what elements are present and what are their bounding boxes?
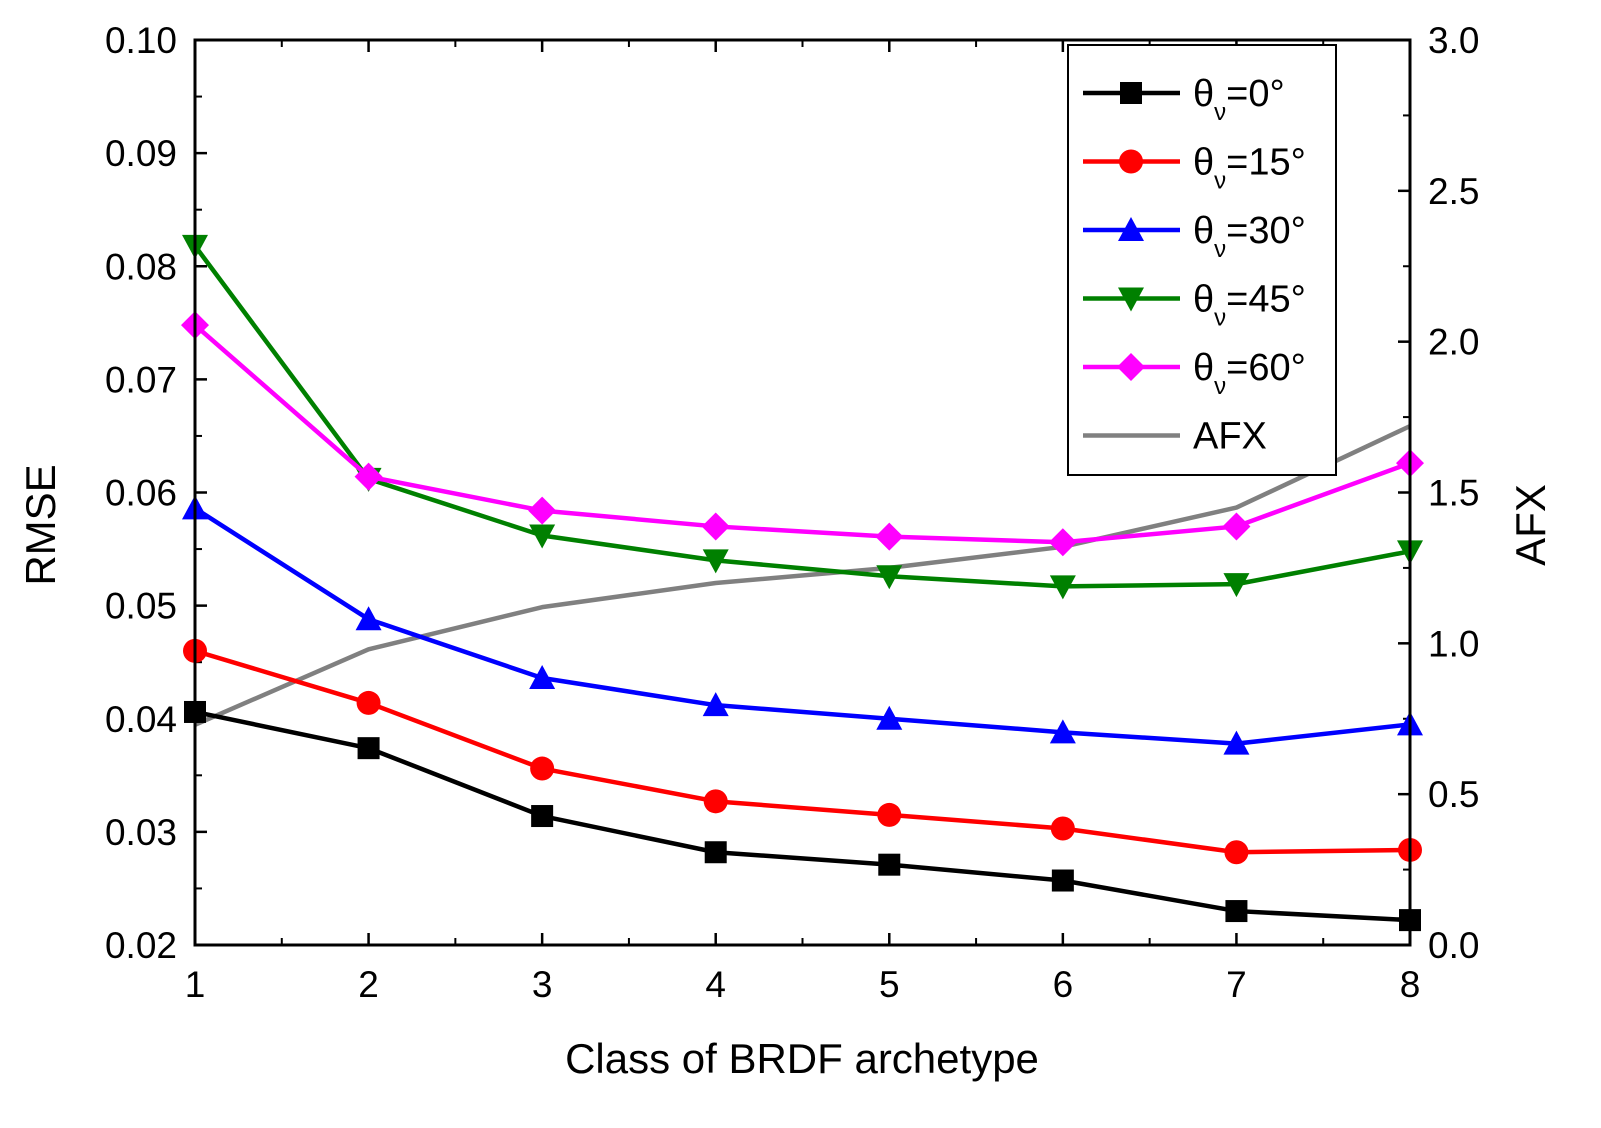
legend-swatch-marker — [1118, 287, 1144, 312]
data-point — [875, 522, 904, 551]
x-tick-label: 7 — [1226, 964, 1247, 1005]
x-tick-label: 6 — [1053, 964, 1074, 1005]
x-tick-label: 2 — [358, 964, 379, 1005]
series-line — [193, 506, 1411, 746]
legend-entry-3: θν=45° — [1083, 279, 1306, 332]
y2-tick-label: 0.5 — [1428, 774, 1479, 815]
y-axis-ticks: 0.02 0.03 0.04 0.05 0.06 0.07 0.08 0.09 0.10 — [105, 20, 207, 966]
series-0 — [184, 700, 1421, 932]
data-point — [357, 737, 380, 760]
y-tick-label: 0.06 — [105, 473, 177, 514]
series-4 — [181, 311, 1424, 557]
x-axis-title: Class of BRDF archetype — [565, 1035, 1039, 1082]
legend-label: θν=15° — [1193, 142, 1306, 195]
data-point — [877, 802, 902, 827]
series-2 — [182, 495, 1423, 755]
y-tick-label: 0.05 — [105, 586, 177, 627]
legend-label: θν=30° — [1193, 210, 1306, 263]
y-tick-label: 0.08 — [105, 246, 177, 287]
series-line — [194, 424, 1411, 727]
y-tick-label: 0.04 — [105, 699, 177, 740]
series-line — [194, 648, 1411, 855]
x-tick-label: 1 — [185, 964, 206, 1005]
legend-entry-1: θν=15° — [1083, 142, 1306, 195]
series-line — [193, 323, 1411, 545]
data-point — [1049, 719, 1076, 744]
series-line — [193, 244, 1411, 589]
legend-box — [1067, 44, 1337, 476]
series-line — [194, 709, 1411, 923]
data-point — [878, 853, 901, 876]
x-tick-label: 5 — [879, 964, 900, 1005]
y-axis-title: RMSE — [17, 464, 64, 585]
data-point — [876, 705, 903, 730]
legend: θν=0° θν=15° θν=30° θν=45° θν=60° AFX — [1067, 44, 1337, 476]
legend-entry-4: θν=60° — [1083, 347, 1306, 400]
y-tick-label: 0.03 — [105, 812, 177, 853]
data-point — [703, 789, 728, 814]
y2-axis-title: AFX — [1507, 484, 1554, 566]
y-tick-label: 0.07 — [105, 359, 177, 400]
data-point — [529, 665, 556, 690]
legend-label: θν=60° — [1193, 347, 1306, 400]
y2-tick-label: 2.0 — [1428, 322, 1479, 363]
x-tick-label: 3 — [532, 964, 553, 1005]
data-point — [529, 524, 556, 549]
data-point — [1051, 869, 1074, 892]
legend-swatch-marker — [1120, 82, 1142, 104]
legend-swatch-marker — [1117, 353, 1145, 381]
legend-entry-0: θν=0° — [1083, 73, 1285, 126]
legend-label: θν=45° — [1193, 279, 1306, 332]
data-point — [356, 690, 381, 715]
data-point — [702, 549, 729, 574]
data-point — [1225, 900, 1248, 923]
y2-tick-label: 0.0 — [1428, 925, 1479, 966]
legend-entry-2: θν=30° — [1083, 210, 1306, 263]
data-point — [1223, 730, 1250, 755]
legend-label: AFX — [1193, 416, 1267, 458]
data-point — [1222, 512, 1251, 541]
y2-tick-label: 3.0 — [1428, 20, 1479, 61]
y2-tick-label: 1.5 — [1428, 473, 1479, 514]
data-point — [354, 462, 383, 491]
x-axis-ticks: 1 2 3 4 5 6 7 8 — [185, 40, 1421, 1005]
data-point — [1223, 573, 1250, 598]
data-point — [531, 805, 554, 828]
y2-tick-label: 2.5 — [1428, 171, 1479, 212]
data-point — [355, 606, 382, 631]
data-point — [701, 512, 730, 541]
y2-axis-ticks: 0.0 0.5 1.0 1.5 2.0 2.5 3.0 — [1398, 20, 1479, 966]
y-tick-label: 0.09 — [105, 133, 177, 174]
y2-tick-label: 1.0 — [1428, 623, 1479, 664]
data-point — [528, 496, 557, 525]
plot-frame — [193, 38, 1412, 947]
legend-swatch-marker — [1118, 217, 1144, 241]
data-point — [1224, 840, 1249, 865]
data-point — [1049, 575, 1076, 600]
series-5 — [194, 424, 1411, 727]
y-tick-label: 0.02 — [105, 925, 177, 966]
series-1 — [183, 638, 1422, 865]
legend-entry-5: AFX — [1083, 416, 1267, 458]
legend-label: θν=0° — [1193, 73, 1285, 126]
x-tick-label: 4 — [705, 964, 726, 1005]
data-point — [876, 565, 903, 590]
data-point — [1050, 816, 1075, 841]
data-point — [1048, 528, 1077, 557]
series-layer — [181, 234, 1424, 932]
legend-swatch-marker — [1119, 149, 1143, 174]
data-point — [702, 692, 729, 717]
y-tick-label: 0.10 — [105, 20, 177, 61]
data-point — [530, 756, 555, 781]
data-point — [704, 841, 727, 864]
x-tick-label: 8 — [1400, 964, 1421, 1005]
